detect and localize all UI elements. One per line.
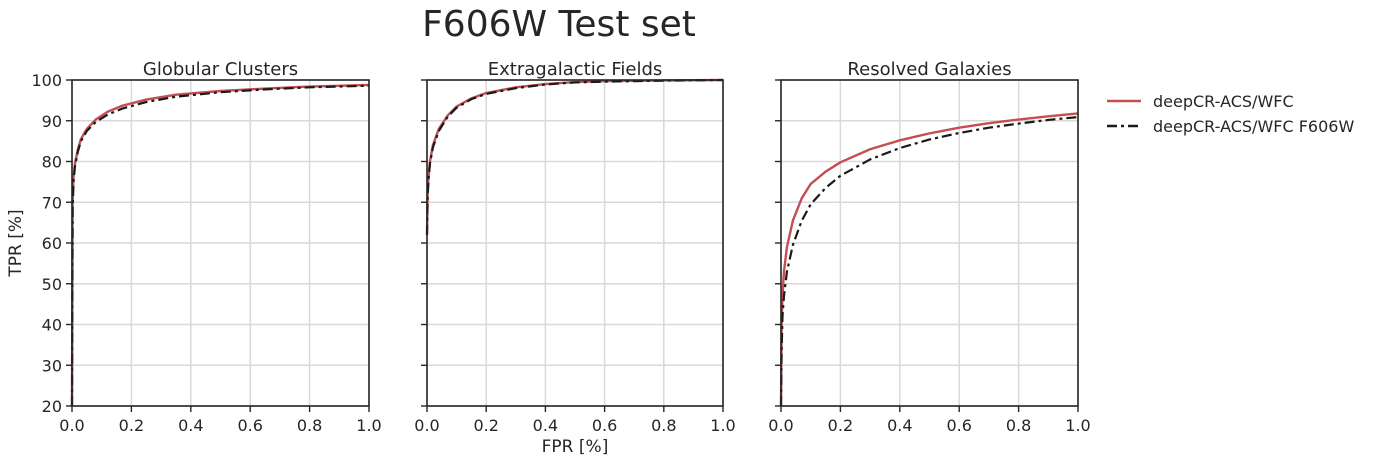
x-tick-label: 0.8 — [1006, 416, 1031, 435]
panel-title: Globular Clusters — [143, 59, 298, 80]
x-tick-label: 0.4 — [178, 416, 203, 435]
series-line-red — [425, 78, 724, 235]
panel-1: 0.0 0.2 0.4 0.6 0.8 1.0 20 30 40 50 60 70 80 90 100 Glo… — [31, 59, 381, 435]
series-line-red — [779, 112, 1079, 407]
x-tick-label: 0.6 — [237, 416, 262, 435]
x-tick-label: 0.0 — [59, 416, 84, 435]
x-tick-label: 0.8 — [651, 416, 676, 435]
x-tick-label: 0.2 — [828, 416, 853, 435]
x-tick-label: 0.0 — [414, 416, 439, 435]
panel-3: 0.0 0.2 0.4 0.6 0.8 1.0 Resolved Galaxies — [768, 59, 1090, 435]
y-tick-label: 80 — [42, 153, 62, 172]
x-tick-label: 1.0 — [356, 416, 381, 435]
x-tick-label: 0.4 — [533, 416, 558, 435]
chart-title: F606W Test set — [422, 4, 696, 45]
y-tick-label: 30 — [42, 356, 62, 375]
y-tick-label: 60 — [42, 234, 62, 253]
y-tick-label: 70 — [42, 193, 62, 212]
panel-title: Extragalactic Fields — [488, 59, 663, 80]
series-line-black — [425, 78, 724, 235]
series-line-black — [779, 115, 1079, 407]
panel-2: 0.0 0.2 0.4 0.6 0.8 1.0 Extragalactic Fields — [414, 59, 735, 435]
series-line-black — [70, 84, 370, 407]
x-tick-label: 0.2 — [119, 416, 144, 435]
series-line-red — [70, 83, 370, 407]
legend: deepCR-ACS/WFC deepCR-ACS/WFC F606W — [1107, 92, 1354, 136]
legend-label: deepCR-ACS/WFC — [1153, 92, 1294, 111]
y-tick-label: 20 — [42, 397, 62, 416]
panel-title: Resolved Galaxies — [847, 59, 1011, 80]
y-tick-label: 90 — [42, 112, 62, 131]
x-tick-label: 1.0 — [1065, 416, 1090, 435]
x-tick-label: 0.2 — [473, 416, 498, 435]
y-tick-label: 50 — [42, 275, 62, 294]
y-tick-label: 100 — [31, 71, 62, 90]
panels: 0.0 0.2 0.4 0.6 0.8 1.0 20 30 40 50 60 70 80 90 100 Glo… — [31, 59, 1090, 435]
y-tick-label: 40 — [42, 316, 62, 335]
legend-label: deepCR-ACS/WFC F606W — [1153, 117, 1354, 136]
x-tick-label: 0.6 — [946, 416, 971, 435]
x-tick-label: 0.8 — [297, 416, 322, 435]
x-tick-label: 1.0 — [710, 416, 735, 435]
x-tick-label: 0.4 — [887, 416, 912, 435]
y-axis-label: TPR [%] — [6, 209, 26, 277]
x-tick-label: 0.0 — [768, 416, 793, 435]
x-tick-label: 0.6 — [592, 416, 617, 435]
x-axis-label: FPR [%] — [542, 437, 609, 457]
